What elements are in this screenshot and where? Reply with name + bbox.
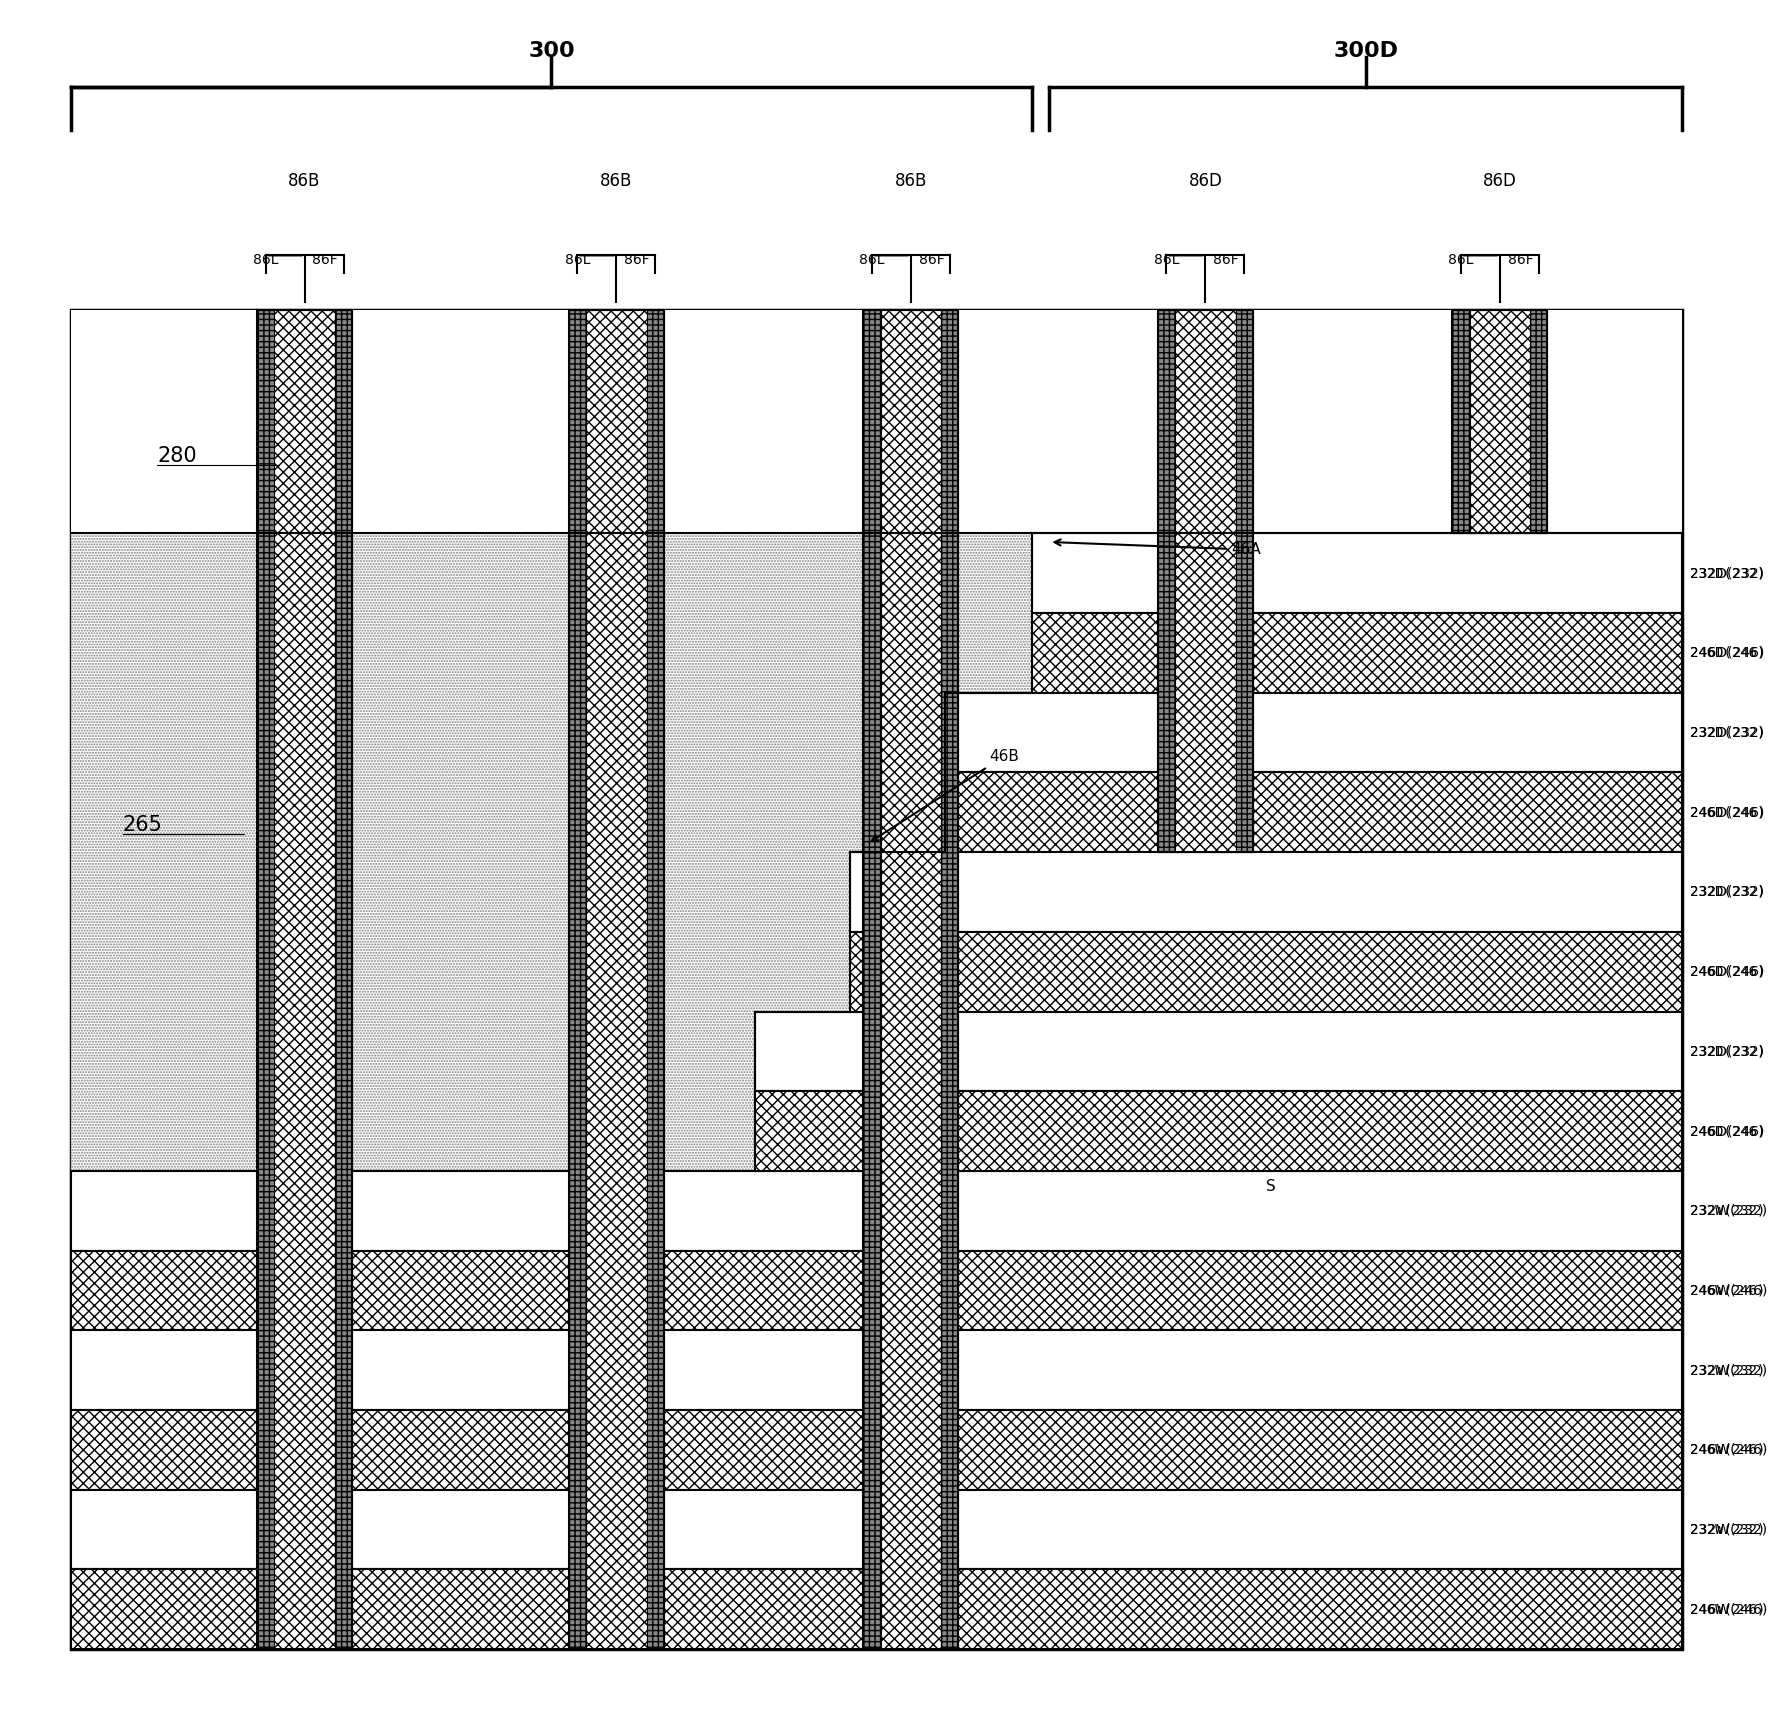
Text: 246W(246): 246W(246) — [1691, 1602, 1767, 1616]
Bar — [1453, 311, 1469, 533]
Text: 86F: 86F — [624, 253, 651, 268]
Text: 246D(246): 246D(246) — [1691, 1124, 1766, 1138]
Bar — [1031, 614, 1682, 693]
Text: 246D(246): 246D(246) — [1691, 646, 1766, 660]
Bar — [274, 311, 334, 1649]
Bar — [1469, 311, 1531, 533]
Text: 86L: 86L — [1447, 253, 1474, 268]
Bar — [71, 311, 1682, 1649]
Text: 86D: 86D — [1483, 172, 1517, 191]
Text: 246D(246): 246D(246) — [1691, 804, 1766, 820]
Text: 46B: 46B — [871, 749, 1019, 841]
Text: 246D(246): 246D(246) — [1691, 646, 1766, 660]
Text: 232D(232): 232D(232) — [1691, 566, 1766, 581]
Bar — [1531, 311, 1547, 533]
Text: 86F: 86F — [1213, 253, 1239, 268]
Bar — [941, 311, 958, 1649]
Text: 232D(232): 232D(232) — [1691, 1045, 1766, 1059]
Text: 265: 265 — [123, 815, 162, 835]
Bar — [756, 1092, 1682, 1171]
Bar — [756, 1011, 1682, 1092]
Bar — [946, 772, 1682, 853]
Bar — [1157, 311, 1175, 853]
Bar — [71, 533, 1040, 1649]
Bar — [946, 693, 1682, 772]
Bar — [71, 1490, 1682, 1569]
Text: 232D(232): 232D(232) — [1691, 885, 1764, 899]
Text: 280: 280 — [156, 447, 197, 466]
Bar — [862, 311, 880, 1649]
Bar — [850, 853, 1682, 932]
Bar — [587, 311, 647, 1649]
Text: 232W(232): 232W(232) — [1691, 1203, 1766, 1217]
Text: 232D(232): 232D(232) — [1691, 725, 1764, 739]
Text: S: S — [1266, 1179, 1275, 1193]
Bar — [880, 311, 941, 1649]
Bar — [1175, 311, 1236, 853]
Text: 86F: 86F — [919, 253, 944, 268]
Bar — [71, 311, 1682, 533]
Bar — [71, 1569, 1682, 1649]
Text: 232W(232): 232W(232) — [1691, 1363, 1767, 1377]
Text: 232W(232): 232W(232) — [1691, 1363, 1766, 1377]
Bar — [1157, 311, 1253, 853]
Text: 232D(232): 232D(232) — [1691, 725, 1766, 739]
Bar — [569, 311, 587, 1649]
Text: 246D(246): 246D(246) — [1691, 804, 1766, 820]
Bar — [1031, 533, 1682, 614]
Bar — [71, 1171, 1682, 1250]
Text: 232W(232): 232W(232) — [1691, 1523, 1766, 1537]
Text: 246W(246): 246W(246) — [1691, 1284, 1766, 1298]
Bar — [850, 932, 1682, 1011]
Text: 86L: 86L — [1154, 253, 1179, 268]
Text: 232D(232): 232D(232) — [1691, 566, 1764, 581]
Text: 86B: 86B — [894, 172, 926, 191]
Bar — [71, 1410, 1682, 1490]
Text: 232W(232): 232W(232) — [1691, 1203, 1767, 1217]
Text: 232W(232): 232W(232) — [1691, 1523, 1767, 1537]
Bar — [256, 311, 352, 1649]
Text: 246W(246): 246W(246) — [1691, 1284, 1767, 1298]
Text: 246W(246): 246W(246) — [1691, 1442, 1767, 1456]
Bar — [1453, 311, 1547, 533]
Text: 86F: 86F — [1508, 253, 1533, 268]
Text: 300D: 300D — [1334, 41, 1398, 62]
Text: 46A: 46A — [1054, 540, 1261, 557]
Text: 246W(246): 246W(246) — [1691, 1442, 1766, 1456]
Text: 246W(246): 246W(246) — [1691, 1602, 1766, 1616]
Text: 246D(246): 246D(246) — [1691, 1124, 1766, 1138]
Bar — [1236, 311, 1253, 853]
Text: 232D(232): 232D(232) — [1691, 1045, 1764, 1059]
Text: 246D(246): 246D(246) — [1691, 964, 1766, 978]
Text: 86L: 86L — [859, 253, 885, 268]
Text: 86L: 86L — [252, 253, 279, 268]
Bar — [71, 1250, 1682, 1331]
Text: 86B: 86B — [288, 172, 320, 191]
Text: 232D(232): 232D(232) — [1691, 885, 1766, 899]
Text: 86B: 86B — [601, 172, 633, 191]
Bar — [647, 311, 663, 1649]
Text: 246D(246): 246D(246) — [1691, 964, 1766, 978]
Text: 300: 300 — [528, 41, 574, 62]
Text: 86L: 86L — [565, 253, 590, 268]
Bar — [569, 311, 663, 1649]
Text: 86F: 86F — [313, 253, 338, 268]
Text: 86D: 86D — [1188, 172, 1221, 191]
Bar — [862, 311, 958, 1649]
Bar — [71, 1331, 1682, 1410]
Bar — [256, 311, 274, 1649]
Bar — [334, 311, 352, 1649]
